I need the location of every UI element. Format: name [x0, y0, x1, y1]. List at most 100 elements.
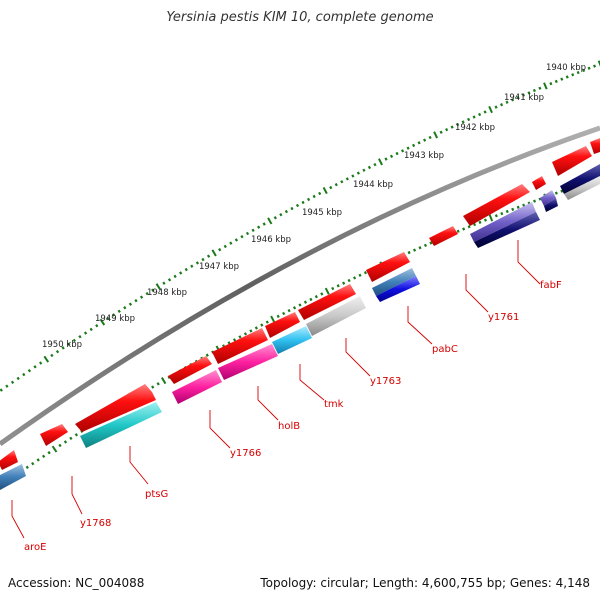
ruler-minor-tick: [156, 382, 160, 386]
map-title: Yersinia pestis KIM 10, complete genome: [166, 10, 434, 25]
outer-ruler: [0, 60, 600, 392]
ruler-minor-tick: [301, 200, 305, 205]
ruler-minor-tick: [527, 91, 531, 95]
ruler-minor-tick: [334, 182, 338, 187]
function-colored-genes: [0, 164, 600, 490]
kbp-label: 1950 kbp: [42, 340, 82, 350]
genome-backbone: [0, 125, 600, 447]
ruler-minor-tick: [234, 238, 239, 242]
ruler-minor-tick: [74, 433, 78, 437]
label-leader-line: [299, 364, 325, 401]
ruler-minor-tick: [16, 376, 20, 381]
kbp-label: 1946 kbp: [251, 235, 291, 245]
gene-arrow: [212, 328, 268, 364]
ruler-minor-tick: [145, 291, 149, 296]
ruler-minor-tick: [347, 278, 351, 283]
ruler-minor-tick: [456, 122, 460, 127]
ruler-minor-tick: [260, 323, 264, 327]
ruler-minor-tick: [439, 130, 443, 134]
gene-arrow: [298, 284, 356, 320]
ruler-major-tick: [378, 158, 383, 166]
ruler-minor-tick: [418, 246, 422, 250]
ruler-minor-tick: [50, 353, 54, 358]
gene-arrow: [532, 176, 546, 190]
ruler-minor-tick: [307, 197, 311, 202]
gene-block: [544, 198, 558, 212]
gene-arrow: [429, 226, 458, 246]
ruler-minor-tick: [401, 149, 405, 153]
kbp-label: 1943 kbp: [404, 151, 444, 161]
ruler-minor-tick: [22, 372, 26, 377]
gene-arrow: [590, 138, 600, 154]
ruler-minor-tick: [538, 86, 542, 90]
ruler-minor-tick: [461, 120, 465, 124]
accession-text: Accession: NC_004088: [8, 576, 145, 590]
ruler-minor-tick: [292, 306, 297, 310]
ruler-minor-tick: [522, 203, 526, 207]
ruler-minor-tick: [58, 443, 62, 448]
ruler-minor-tick: [223, 244, 227, 249]
ruler-minor-tick: [494, 105, 498, 109]
gene-block: [376, 276, 420, 302]
ruler-minor-tick: [417, 141, 421, 145]
ruler-minor-tick: [314, 295, 318, 299]
gene-arrow: [463, 184, 530, 226]
label-leader-line: [11, 500, 25, 539]
gene-label-y1761: y1761: [488, 312, 519, 323]
ruler-minor-tick: [472, 115, 476, 119]
ruler-minor-tick: [39, 361, 43, 365]
ruler-major-tick: [488, 105, 493, 114]
ruler-major-tick: [488, 214, 494, 222]
ruler-minor-tick: [342, 281, 346, 285]
ruler-minor-tick: [309, 297, 313, 302]
gene-arrow: [552, 146, 592, 176]
ruler-minor-tick: [279, 213, 283, 217]
gene-block: [560, 164, 600, 194]
ruler-minor-tick: [331, 286, 335, 291]
ruler-minor-tick: [494, 214, 498, 218]
gene-block: [540, 190, 556, 206]
ruler-minor-tick: [251, 228, 255, 233]
ruler-minor-tick: [450, 125, 454, 129]
ruler-minor-tick: [358, 273, 362, 277]
ruler-minor-tick: [262, 222, 266, 226]
ruler-minor-tick: [111, 313, 116, 317]
gene-labels: fabF y1761 pabC y1763 tmk holB y1766 ptsG y1768 a…: [11, 240, 562, 553]
ruler-minor-tick: [284, 209, 288, 214]
ruler-minor-tick: [406, 146, 410, 150]
ruler-minor-tick: [571, 73, 575, 77]
ruler-minor-tick: [456, 229, 460, 233]
gene-label-holb: holB: [278, 421, 300, 432]
ruler-minor-tick: [510, 98, 515, 102]
ruler-minor-tick: [345, 177, 349, 181]
kbp-labels: 1940 kbp 1941 kbp 1942 kbp 1943 kbp 1944 kbp…: [42, 63, 586, 350]
gene-block: [172, 370, 222, 404]
ruler-minor-tick: [205, 353, 209, 357]
kbp-label: 1949 kbp: [95, 314, 135, 324]
kbp-label: 1944 kbp: [353, 180, 393, 190]
ruler-minor-tick: [179, 271, 183, 275]
ruler-minor-tick: [201, 257, 205, 262]
gene-block: [474, 212, 540, 248]
ruler-minor-tick: [462, 227, 466, 231]
gene-arrow: [265, 312, 300, 338]
ruler-minor-tick: [303, 300, 308, 304]
ruler-minor-tick: [83, 331, 88, 335]
gene-block: [564, 176, 600, 200]
ruler-minor-tick: [184, 267, 188, 272]
ruler-minor-tick: [238, 335, 242, 339]
ruler-minor-tick: [549, 82, 553, 86]
ruler-minor-tick: [336, 284, 340, 288]
ruler-minor-tick: [134, 298, 138, 303]
ruler-minor-tick: [329, 185, 333, 190]
ruler-minor-tick: [5, 384, 9, 388]
ruler-minor-tick: [257, 225, 261, 229]
ruler-minor-tick: [36, 458, 40, 462]
ruler-minor-tick: [500, 212, 504, 216]
ruler-minor-tick: [467, 117, 471, 122]
ruler-major-tick: [543, 82, 548, 90]
ruler-minor-tick: [312, 194, 316, 199]
ruler-minor-tick: [565, 75, 569, 79]
ruler-minor-tick: [273, 216, 277, 220]
